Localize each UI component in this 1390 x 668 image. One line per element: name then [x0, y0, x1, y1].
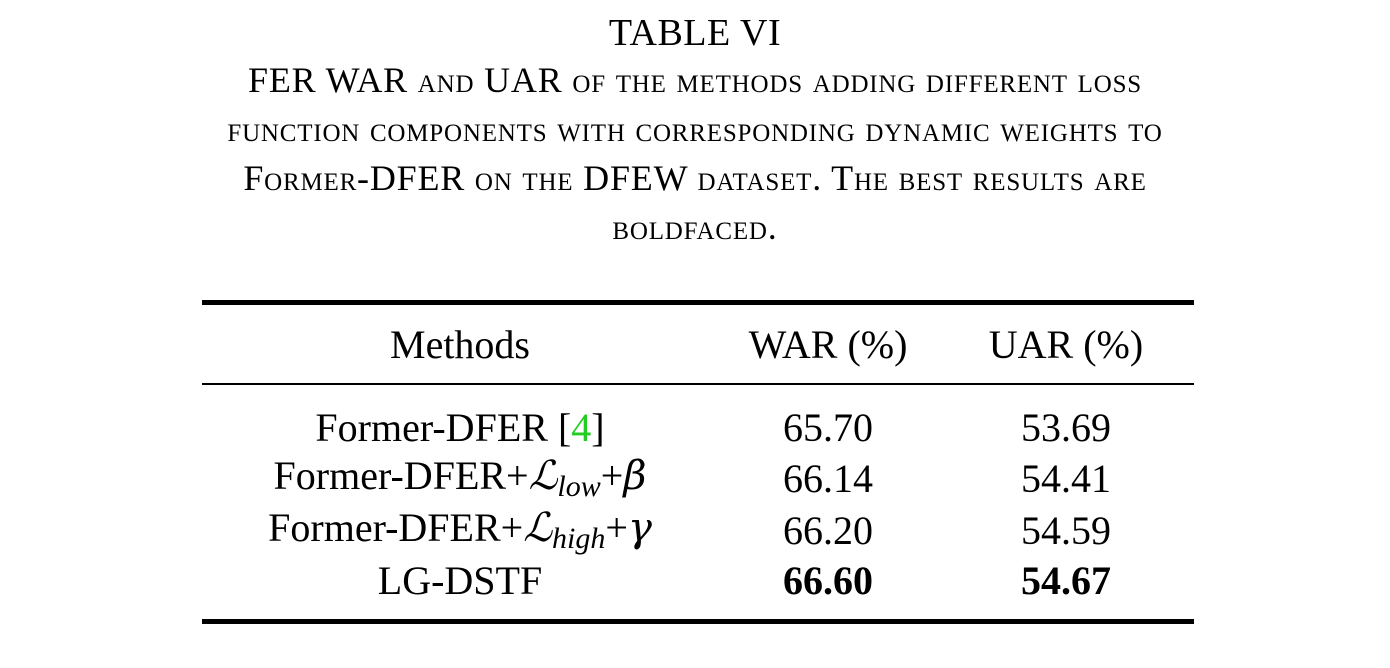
- weight-symbol: γ: [627, 505, 652, 551]
- citation-close: ]: [591, 405, 605, 450]
- war-cell: 66.20: [783, 507, 873, 553]
- table-number: TABLE VI: [608, 12, 782, 54]
- header-uar: UAR (%): [988, 321, 1144, 367]
- method-cell: Former-DFER+ℒlow+β: [202, 452, 718, 504]
- results-table-container: Methods WAR (%) UAR (%) Former-DFER [4] …: [202, 300, 1194, 624]
- table-row: Former-DFER+ℒhigh+γ 66.20 54.59: [202, 504, 1194, 556]
- uar-cell: 53.69: [1021, 405, 1111, 450]
- caption-line-3: Former-DFER on the DFEW dataset. The bes…: [243, 158, 1147, 198]
- loss-symbol: ℒ: [528, 453, 558, 499]
- header-methods: Methods: [390, 321, 530, 367]
- method-name: Former-DFER+: [268, 505, 524, 550]
- caption-line-4: boldfaced.: [612, 207, 778, 247]
- method-name: Former-DFER+: [273, 453, 529, 498]
- uar-cell: 54.59: [1021, 507, 1111, 553]
- loss-symbol: ℒ: [523, 505, 553, 551]
- method-cell: Former-DFER+ℒhigh+γ: [202, 504, 718, 556]
- table-body: Former-DFER [4] 65.70 53.69 Former-DFER+…: [202, 384, 1194, 622]
- table-caption: TABLE VI FER WAR and UAR of the methods …: [0, 10, 1390, 252]
- loss-subscript: low: [557, 470, 601, 503]
- table-header: Methods WAR (%) UAR (%): [202, 302, 1194, 384]
- citation-link[interactable]: 4: [571, 405, 592, 450]
- results-table: Methods WAR (%) UAR (%) Former-DFER [4] …: [202, 300, 1194, 624]
- header-war: WAR (%): [748, 321, 908, 367]
- header-row: Methods WAR (%) UAR (%): [202, 302, 1194, 384]
- method-cell: LG-DSTF: [377, 558, 543, 603]
- war-cell: 66.14: [783, 455, 873, 501]
- table-row: Former-DFER+ℒlow+β 66.14 54.41: [202, 452, 1194, 504]
- citation-open: [: [557, 405, 572, 450]
- uar-cell-best: 54.67: [1021, 558, 1111, 603]
- table-row: LG-DSTF 66.60 54.67: [202, 556, 1194, 622]
- loss-subscript: high: [552, 522, 606, 555]
- method-cell: Former-DFER [4]: [202, 384, 718, 452]
- plus-sign: +: [605, 505, 628, 550]
- plus-sign: +: [600, 453, 624, 498]
- method-name: Former-DFER: [315, 405, 548, 450]
- caption-line-1: FER WAR and UAR of the methods adding di…: [248, 60, 1142, 100]
- uar-cell: 54.41: [1021, 455, 1111, 501]
- table-row: Former-DFER [4] 65.70 53.69: [202, 384, 1194, 452]
- weight-symbol: β: [623, 453, 647, 499]
- war-cell: 65.70: [783, 405, 873, 450]
- war-cell-best: 66.60: [783, 558, 873, 603]
- caption-line-2: function components with corresponding d…: [227, 109, 1163, 149]
